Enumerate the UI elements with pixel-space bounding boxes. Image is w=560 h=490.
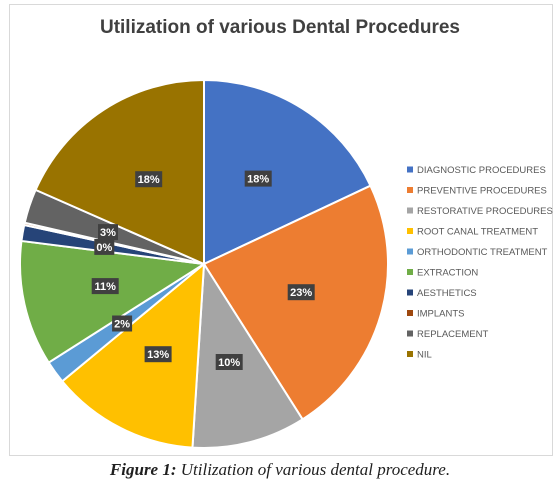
pie-slice-extraction [19,239,207,364]
legend-label: NIL [417,350,432,361]
legend-swatch [407,228,413,234]
pie-slice-diagnostic-procedures [203,78,372,266]
legend-label: PREVENTIVE PROCEDURES [417,186,547,197]
legend-item-aesthetics: AESTHETICS [407,288,477,299]
chart-title: Utilization of various Dental Procedures [100,17,460,38]
svg-text:3%: 3% [100,227,116,239]
legend-swatch [407,207,413,214]
legend-item-extraction: EXTRACTION [407,268,478,279]
figure-caption: Figure 1: Utilization of various dental … [0,460,560,480]
legend-label: EXTRACTION [417,268,478,279]
svg-text:2%: 2% [114,319,130,331]
legend-swatch [407,269,413,275]
legend-label: REPLACEMENT [417,329,488,340]
pie-chart: Utilization of various Dental Procedures… [19,17,553,449]
legend-label: AESTHETICS [417,288,477,299]
svg-text:23%: 23% [290,287,312,299]
data-label-root-canal-treatment: 13% [144,346,172,363]
data-label-orthodontic-treatment: 2% [112,315,133,332]
svg-text:18%: 18% [247,174,269,186]
svg-text:11%: 11% [94,281,116,293]
legend-item-orthodontic-treatment: ORTHODONTIC TREATMENT [407,247,548,258]
legend-item-replacement: REPLACEMENT [407,329,488,340]
svg-text:18%: 18% [138,174,160,186]
legend-label: DIAGNOSTIC PROCEDURES [417,165,546,176]
data-label-diagnostic-procedures: 18% [244,170,272,187]
legend-label: IMPLANTS [417,309,465,320]
data-label-preventive-procedures: 23% [287,284,315,301]
legend-label: ORTHODONTIC TREATMENT [417,247,548,258]
svg-text:0%: 0% [96,242,112,254]
svg-text:10%: 10% [218,357,240,369]
svg-text:13%: 13% [147,349,169,361]
data-label-replacement: 3% [98,224,118,241]
data-label-restorative-procedures: 10% [215,354,243,370]
legend-swatch [407,330,413,337]
legend-item-root-canal-treatment: ROOT CANAL TREATMENT [407,227,538,238]
data-label-aesthetics: 0% [94,238,115,255]
legend-item-diagnostic-procedures: DIAGNOSTIC PROCEDURES [407,165,546,176]
chart-frame: Utilization of various Dental Procedures… [9,4,553,456]
pie-slice-nil [34,78,205,266]
legend-swatch [407,289,413,296]
legend-item-restorative-procedures: RESTORATIVE PROCEDURES [407,206,553,217]
data-label-nil: 18% [135,171,163,188]
pie-slice-preventive-procedures [202,184,389,421]
legend-item-nil: NIL [407,350,432,361]
legend-label: ROOT CANAL TREATMENT [417,227,538,238]
pie-slice-root-canal-treatment [60,261,206,449]
pie-slice-restorative-procedures [191,260,304,449]
data-label-extraction: 11% [91,278,119,295]
legend-swatch [407,187,413,193]
legend-item-preventive-procedures: PREVENTIVE PROCEDURES [407,186,547,197]
caption-text: Utilization of various dental procedure. [176,460,451,479]
legend-item-implants: IMPLANTS [407,309,465,320]
legend-swatch [407,166,413,173]
legend-swatch [407,310,413,316]
legend-swatch [407,351,413,357]
legend-swatch [407,248,413,255]
caption-figure-number: Figure 1: [109,460,177,479]
legend-label: RESTORATIVE PROCEDURES [417,206,553,217]
